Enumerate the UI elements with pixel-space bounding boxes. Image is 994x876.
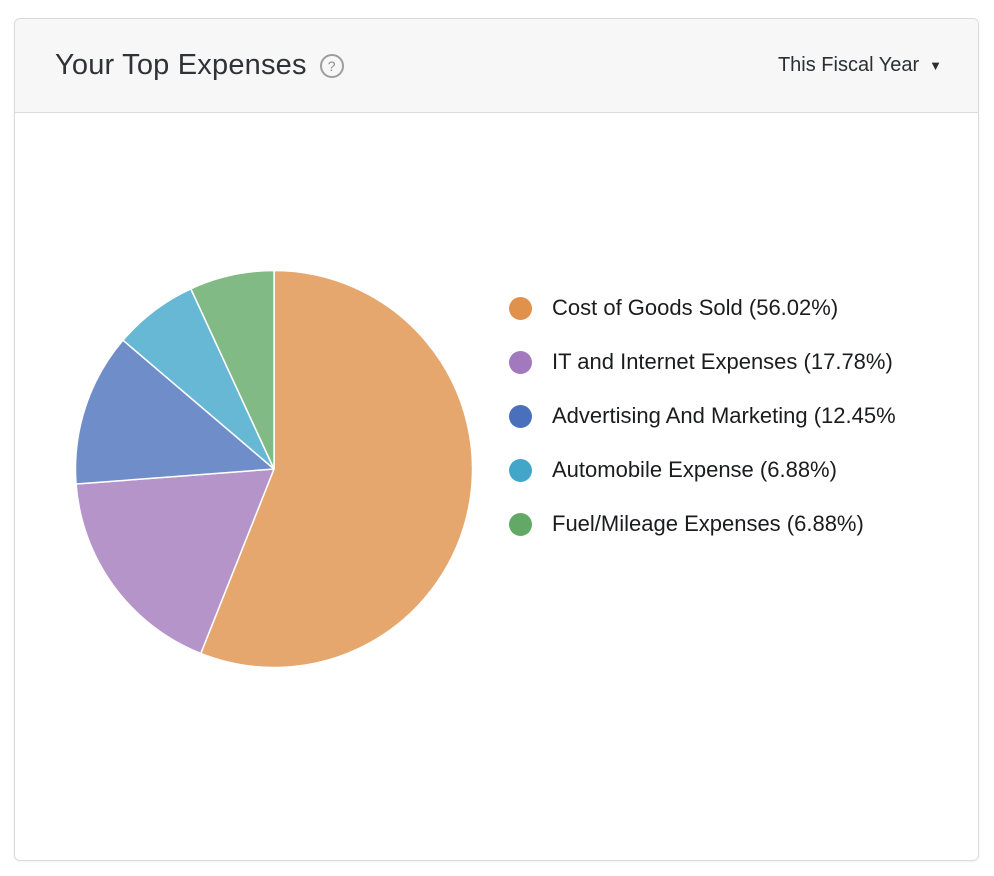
legend-swatch — [509, 512, 532, 536]
help-icon[interactable]: ? — [319, 53, 344, 78]
top-expenses-card: Your Top Expenses ? This Fiscal Year ▼ C… — [14, 18, 979, 861]
legend-item: Cost of Goods Sold (56.02%) — [509, 296, 896, 320]
legend: Cost of Goods Sold (56.02%) IT and Intern… — [509, 296, 896, 566]
legend-label: Advertising And Marketing (12.45% — [552, 403, 896, 428]
pie-slice-it-and-internet-expenses[interactable] — [75, 468, 275, 655]
legend-item: IT and Internet Expenses (17.78%) — [509, 349, 896, 374]
legend-label: Automobile Expense (6.88%) — [552, 457, 837, 482]
legend-label: Cost of Goods Sold (56.02%) — [552, 296, 839, 320]
legend-label: Fuel/Mileage Expenses (6.88%) — [552, 511, 864, 536]
pie-slice-cost-of-goods-sold[interactable] — [200, 269, 474, 669]
chart-area: Cost of Goods Sold (56.02%) IT and Intern… — [15, 113, 978, 860]
legend-item: Fuel/Mileage Expenses (6.88%) — [509, 511, 896, 536]
header-left: Your Top Expenses ? — [55, 49, 344, 82]
legend-item: Automobile Expense (6.88%) — [509, 457, 896, 482]
legend-item: Advertising And Marketing (12.45% — [509, 403, 896, 428]
legend-swatch — [509, 458, 532, 482]
caret-down-icon: ▼ — [929, 58, 942, 73]
pie-slice-fuel-mileage-expenses[interactable] — [190, 269, 275, 470]
legend-swatch — [509, 404, 532, 428]
pie-chart — [74, 269, 474, 669]
card-header: Your Top Expenses ? This Fiscal Year ▼ — [15, 19, 978, 113]
period-dropdown-label: This Fiscal Year — [777, 54, 920, 76]
pie-slice-advertising-and-marketing[interactable] — [74, 339, 275, 485]
legend-swatch — [509, 296, 532, 320]
period-dropdown[interactable]: This Fiscal Year ▼ — [778, 54, 942, 77]
legend-label: IT and Internet Expenses (17.78%) — [552, 349, 893, 374]
page-title: Your Top Expenses — [55, 49, 307, 81]
legend-swatch — [509, 350, 532, 374]
